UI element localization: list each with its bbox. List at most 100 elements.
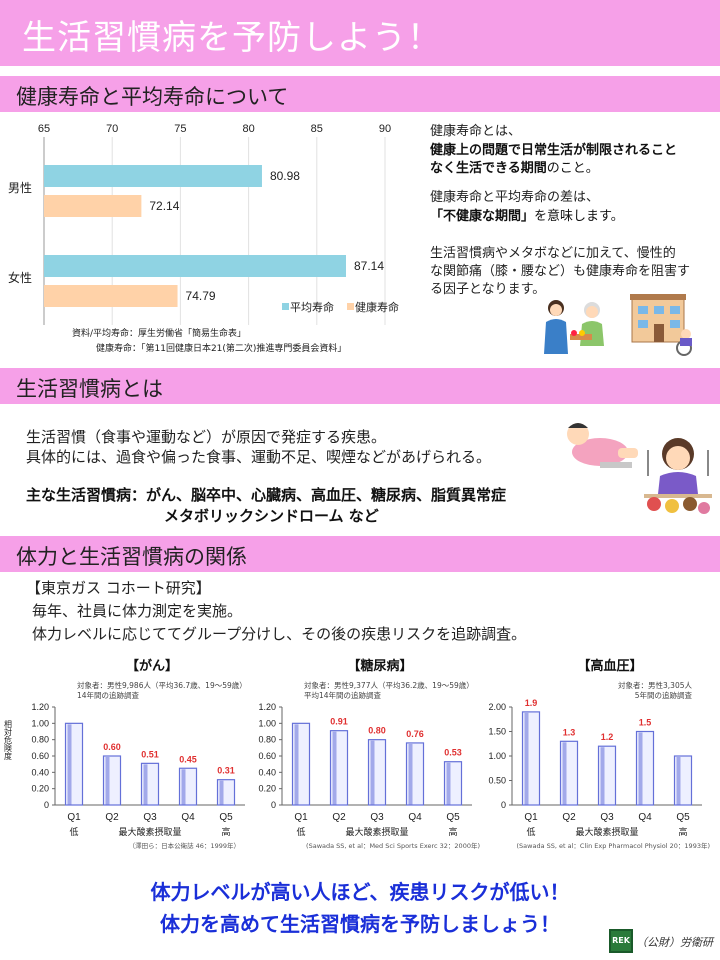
body-text: 具体的には、過食や偏った食事、運動不足、喫煙などがあげられる。 [26, 448, 492, 466]
eating-girl-illustration [644, 438, 712, 514]
data-label: 74.79 [186, 289, 216, 303]
section-title: 健康寿命と平均寿命について [16, 85, 289, 109]
category-label: Q3 [143, 812, 157, 823]
risk-charts-svg: 相対危険度 【がん】対象者：男性9,986人（平均36.7歳、19～59歳）14年… [4, 658, 711, 850]
bar-shade [294, 724, 299, 805]
x-tick-label: 85 [311, 123, 323, 135]
data-label: 72.14 [149, 199, 179, 213]
bar-shade [219, 780, 224, 805]
note-text: 健康寿命と平均寿命の差は、 [430, 190, 600, 205]
bar-shade [408, 743, 413, 805]
y-tick-label: 0 [501, 800, 506, 810]
legend-label: 平均寿命 [290, 300, 334, 314]
page-header: 生活習慣病を予防しよう！ [0, 0, 720, 66]
section-title: 体力と生活習慣病の関係 [16, 545, 247, 569]
organization-name: （公財）労衛研 [636, 936, 713, 949]
bar-shade [446, 762, 451, 805]
note-text: なく生活できる期間のこと。 [430, 161, 599, 176]
x-tick-label: 80 [242, 123, 254, 135]
category-label: Q1 [67, 812, 81, 823]
bar-shade [676, 757, 681, 805]
y-tick-label: 0.20 [258, 784, 276, 794]
x-axis-label: 最大酸素摂取量 [345, 826, 408, 838]
subject-note: 14年間の追跡調査 [77, 690, 140, 700]
data-label: 0.91 [330, 717, 348, 727]
data-label: 0.76 [406, 729, 424, 739]
y-tick-label: 0.40 [31, 767, 49, 777]
category-label: Q5 [446, 812, 460, 823]
y-axis-label: 相対危険度 [4, 719, 13, 761]
category-sub-label: 高 [448, 826, 457, 838]
bar-shade [143, 764, 148, 805]
bar-shade [181, 769, 186, 805]
x-axis-label: 最大酸素摂取量 [118, 826, 181, 838]
bar-shade [332, 731, 337, 805]
data-label: 1.5 [639, 718, 652, 728]
category-label: Q1 [524, 812, 538, 823]
category-label: 男性 [8, 181, 32, 195]
category-label: 女性 [8, 270, 32, 285]
category-label: Q3 [600, 812, 614, 823]
main-diseases: 主な生活習慣病：がん、脳卒中、心臓病、高血圧、糖尿病、脂質異常症 [26, 486, 507, 504]
note-text: 健康寿命とは、 [430, 124, 522, 139]
bar-shade [638, 732, 643, 805]
y-tick-label: 1.20 [31, 702, 49, 712]
data-label: 80.98 [270, 169, 300, 183]
y-tick-label: 1.20 [258, 702, 276, 712]
category-sub-label: 高 [678, 826, 687, 838]
legend-swatch [347, 303, 354, 310]
x-tick-label: 90 [379, 123, 391, 135]
chart-title: 【糖尿病】 [347, 658, 412, 674]
y-tick-label: 1.50 [488, 727, 506, 737]
chart-title: 【高血圧】 [577, 658, 642, 674]
category-sub-label: 低 [296, 826, 305, 838]
y-tick-label: 0.20 [31, 784, 49, 794]
y-tick-label: 0.60 [31, 751, 49, 761]
y-tick-label: 2.00 [488, 702, 506, 712]
data-label: 1.2 [601, 732, 614, 742]
section-title: 生活習慣病とは [16, 377, 163, 401]
bar-shade [562, 742, 567, 805]
legend-label: 健康寿命 [355, 300, 399, 314]
data-label: 87.14 [354, 259, 384, 273]
life-chart-svg: 65 70 75 80 85 90 男性 80.98 72.14 女性 87.14 74.79 平均寿命… [8, 123, 399, 325]
x-axis-label: 最大酸素摂取量 [575, 826, 638, 838]
data-label: 0.60 [103, 742, 121, 752]
y-tick-label: 1.00 [488, 751, 506, 761]
bar-shade [105, 757, 110, 805]
note-text: る因子となります。 [430, 282, 546, 297]
category-label: Q5 [219, 812, 233, 823]
y-tick-label: 0.80 [258, 735, 276, 745]
body-text: 毎年、社員に体力測定を実施。 [32, 602, 243, 620]
subject-note: 対象者：男性9,377人（平均36.2歳、19～59歳） [304, 680, 474, 690]
data-label: 1.9 [525, 698, 538, 708]
note-text: な関節痛（膝・腰など）も健康寿命を阻害す [430, 264, 691, 279]
y-tick-label: 0.80 [31, 735, 49, 745]
conclusion-message: 体力レベルが高い人ほど、疾患リスクが低い！ [150, 880, 570, 904]
category-sub-label: 高 [221, 826, 230, 838]
x-tick-label: 75 [174, 123, 186, 135]
bar-shade [67, 724, 72, 805]
x-tick-label: 70 [106, 123, 118, 135]
category-sub-label: 低 [69, 826, 78, 838]
subject-note: 対象者：男性9,986人（平均36.7歳、19～59歳） [77, 680, 247, 690]
chart-source: 健康寿命：「第11回健康日本21(第二次)推進専門委員会資料」 [96, 344, 347, 354]
study-name: 【東京ガス コホート研究】 [26, 579, 211, 597]
subject-note: 平均14年間の追跡調査 [304, 690, 382, 700]
data-label: 0.80 [368, 726, 386, 736]
category-label: Q4 [181, 812, 195, 823]
data-label: 0.45 [179, 754, 197, 764]
body-text: 生活習慣（食事や運動など）が原因で発症する疾患。 [26, 428, 387, 446]
category-label: Q4 [638, 812, 652, 823]
note-text: 健康上の問題で日常生活が制限されること [430, 143, 678, 158]
y-tick-label: 0 [271, 800, 276, 810]
y-tick-label: 0 [44, 800, 49, 810]
data-label: 0.53 [444, 748, 462, 758]
chart-source: 資料/平均寿命：厚生労働省「簡易生命表」 [72, 329, 247, 339]
bar-shade [370, 740, 375, 805]
organization-logo: REK [609, 929, 633, 953]
category-label: Q4 [408, 812, 422, 823]
category-label: Q2 [332, 812, 346, 823]
category-label: Q3 [370, 812, 384, 823]
y-tick-label: 1.00 [31, 718, 49, 728]
